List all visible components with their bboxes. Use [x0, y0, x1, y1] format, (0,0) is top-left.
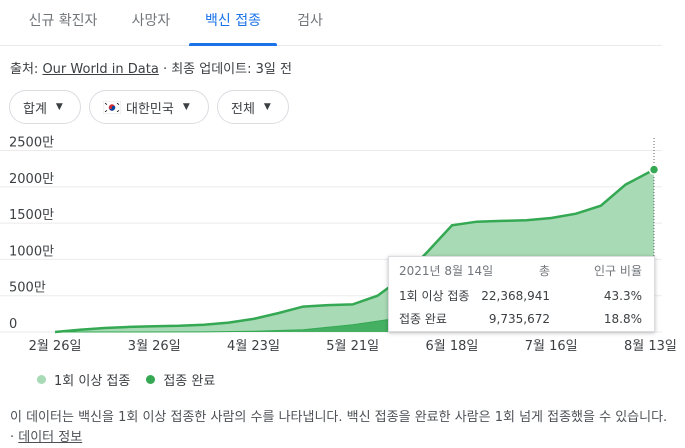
metric-dropdown-label: 합계	[23, 101, 47, 117]
korea-flag-icon	[103, 100, 121, 114]
tooltip-row-label: 접종 완료	[399, 312, 447, 326]
y-tick-label: 2000만	[9, 172, 54, 187]
metric-dropdown[interactable]: 합계 ▼	[9, 90, 81, 124]
chart-hover-marker	[648, 138, 660, 332]
source-line: 출처: Our World in Data · 최종 업데이트: 3일 전	[10, 58, 292, 77]
y-tick-label: 1500만	[9, 208, 54, 223]
tooltip-col-total: 총	[538, 264, 550, 278]
tab-bar: 신규 확진자 사망자 백신 접종 검사	[0, 0, 662, 46]
country-dropdown[interactable]: 대한민국 ▼	[89, 90, 209, 124]
legend-item-fully-vaccinated[interactable]: 접종 완료	[146, 370, 215, 389]
caret-down-icon: ▼	[182, 102, 190, 112]
source-link[interactable]: Our World in Data	[42, 62, 159, 77]
series-line	[54, 168, 655, 334]
x-axis-labels: 2월 26일 3월 26일 4월 23일 5월 21일 6월 18일 7월 16일 8월 1…	[29, 339, 677, 354]
source-updated: · 최종 업데이트: 3일 전	[158, 62, 292, 77]
y-tick-label: 2500만	[9, 136, 54, 151]
y-tick-label: 500만	[9, 281, 46, 296]
tab-tests[interactable]: 검사	[297, 13, 323, 29]
legend-label: 1회 이상 접종	[54, 374, 131, 389]
hover-point	[648, 164, 660, 175]
x-tick-label: 6월 18일	[426, 339, 479, 354]
x-tick-label: 8월 13일	[624, 339, 677, 354]
population-dropdown[interactable]: 전체 ▼	[217, 90, 289, 124]
tooltip-col-ratio: 인구 비율	[594, 264, 642, 278]
chart-tooltip: 2021년 8월 14일 총 인구 비율 1회 이상 접종 22,368,941…	[388, 256, 655, 332]
legend-dot-icon	[146, 375, 156, 384]
y-tick-label: 1000만	[9, 244, 54, 259]
country-dropdown-label: 대한민국	[126, 101, 174, 117]
data-note: 이 데이터는 백신을 1회 이상 접종한 사람의 수를 나타냅니다. 백신 접종…	[10, 408, 675, 448]
tooltip-row-label: 1회 이상 접종	[399, 289, 470, 303]
x-tick-label: 2월 26일	[29, 339, 82, 354]
data-note-text: 이 데이터는 백신을 1회 이상 접종한 사람의 수를 나타냅니다. 백신 접종…	[10, 410, 668, 445]
x-tick-label: 5월 21일	[326, 339, 379, 354]
tooltip-row: 접종 완료 9,735,672 18.8%	[389, 307, 654, 331]
tab-vaccination[interactable]: 백신 접종	[189, 0, 277, 46]
legend-label: 접종 완료	[163, 374, 216, 389]
data-info-link[interactable]: 데이터 정보	[18, 430, 83, 445]
x-tick-label: 3월 26일	[128, 339, 181, 354]
tooltip-row-total: 9,735,672	[488, 312, 550, 326]
x-tick-label: 7월 16일	[525, 339, 578, 354]
caret-down-icon: ▼	[55, 102, 63, 112]
tab-deaths[interactable]: 사망자	[131, 13, 171, 29]
tooltip-date: 2021년 8월 14일	[399, 264, 494, 278]
x-tick-label: 4월 23일	[227, 339, 280, 354]
chart-legend: 1회 이상 접종 접종 완료	[37, 370, 231, 389]
tooltip-row-ratio: 18.8%	[603, 312, 642, 326]
tooltip-header: 2021년 8월 14일 총 인구 비율	[389, 259, 654, 283]
y-axis-labels: 0 500만 1000만 1500만 2000만 2500만	[9, 136, 54, 332]
tooltip-row-ratio: 43.3%	[603, 289, 642, 303]
legend-item-first-dose[interactable]: 1회 이상 접종	[37, 370, 130, 389]
tab-new-cases[interactable]: 신규 확진자	[28, 13, 98, 29]
legend-dot-icon	[37, 375, 46, 384]
tooltip-row-total: 22,368,941	[481, 289, 550, 303]
population-dropdown-label: 전체	[231, 101, 255, 117]
caret-down-icon: ▼	[263, 102, 271, 112]
source-prefix: 출처:	[10, 62, 39, 77]
tooltip-row: 1회 이상 접종 22,368,941 43.3%	[389, 284, 654, 308]
y-tick-label: 0	[9, 317, 17, 332]
